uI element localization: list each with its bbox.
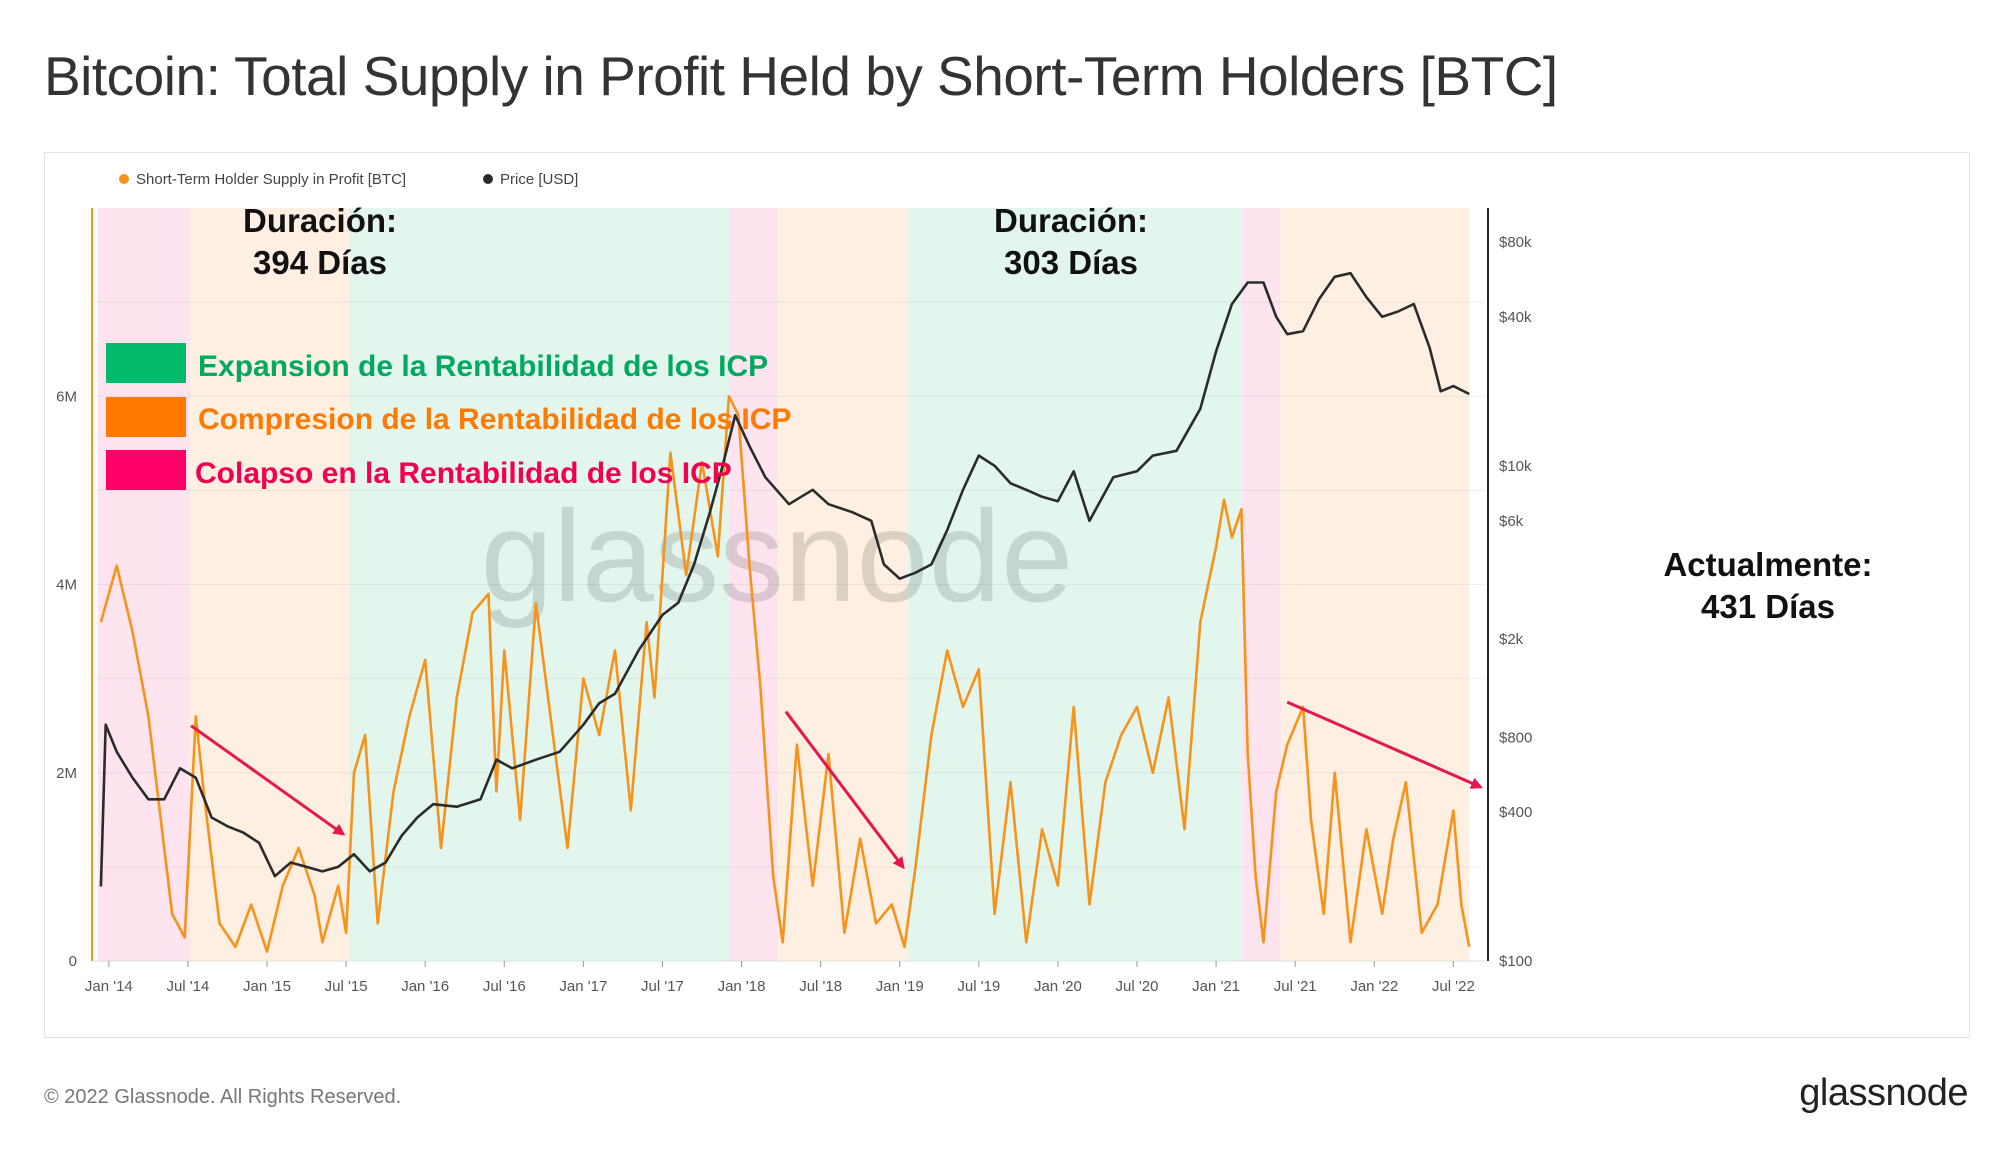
regime-band-compression [777,208,908,961]
x-tick-label: Jul '15 [325,978,368,995]
annotation-3-line2: 431 Días [1701,588,1835,625]
series-line-price [99,271,1470,887]
legend-box-compression [106,397,186,437]
annotation-2-line2: 303 Días [1004,244,1138,281]
brand-logo: glassnode [1799,1072,1968,1114]
y-right-tick-label: $6k [1499,513,1524,530]
regime-band-collapse [1241,208,1281,961]
x-tick-label: Jan '19 [876,978,924,995]
trend-arrow [190,724,346,836]
legend-label-price: Price [USD] [500,171,578,188]
x-tick-label: Jul '19 [957,978,1000,995]
y-right-tick-label: $10k [1499,458,1532,475]
y-right-tick-label: $40k [1499,309,1532,326]
page-title: Bitcoin: Total Supply in Profit Held by … [44,45,1558,107]
regime-band-expansion [907,208,1242,961]
trend-arrow [784,710,905,870]
chart-panel: glassnode Jan '14 Jul '14 Jan '15 Jul '15 Ja… [44,152,1970,1038]
x-tick-label: Jul '16 [483,978,526,995]
legend-marker-price [483,174,493,184]
y-right-tick-label: $400 [1499,804,1532,821]
x-tick-label: Jul '18 [799,978,842,995]
y-left-tick-label: 0 [69,953,77,970]
y-left-tick-label: 4M [56,577,77,594]
watermark: glassnode [481,483,1074,629]
y-right-tick-label: $2k [1499,631,1524,648]
y-left-tick-label: 2M [56,765,77,782]
series-line-supply [99,395,1471,953]
legend-label-supply: Short-Term Holder Supply in Profit [BTC] [136,171,406,188]
x-tick-label: Jan '20 [1034,978,1082,995]
regime-band-expansion [349,208,729,961]
annotation-2-line1: Duración: [994,202,1148,239]
legend-box-expansion [106,343,186,383]
copyright-footer: © 2022 Glassnode. All Rights Reserved. [44,1086,402,1108]
annotation-3-line1: Actualmente: [1663,546,1872,583]
legend-text-expansion: Expansion de la Rentabilidad de los ICP [198,350,768,383]
x-tick-label: Jul '21 [1274,978,1317,995]
x-tick-label: Jan '18 [718,978,766,995]
annotation-1-line2: 394 Días [253,244,387,281]
x-tick-label: Jan '16 [401,978,449,995]
regime-band-collapse [97,208,190,961]
x-tick-label: Jan '17 [559,978,607,995]
legend-text-collapse: Colapso en la Rentabilidad de los ICP [195,457,732,490]
annotation-3: Actualmente: 431 Días [1663,546,1872,625]
y-left-tick-label: 6M [56,388,77,405]
x-tick-label: Jan '21 [1192,978,1240,995]
x-tick-label: Jan '22 [1350,978,1398,995]
x-tick-label: Jan '14 [85,978,133,995]
annotation-2: Duración: 303 Días [994,202,1148,281]
regime-band-compression [189,208,350,961]
y-right-tick-label: $100 [1499,953,1532,970]
legend-text-compression: Compresion de la Rentabilidad de los ICP [198,403,791,436]
chart-legend: Short-Term Holder Supply in Profit [BTC]… [119,171,578,188]
x-tick-label: Jan '15 [243,978,291,995]
x-tick-label: Jul '20 [1116,978,1159,995]
x-tick-label: Jul '17 [641,978,684,995]
legend-box-collapse [106,450,186,490]
trend-arrow [1286,700,1484,789]
x-tick-label: Jul '22 [1432,978,1475,995]
annotation-1-line1: Duración: [243,202,397,239]
regime-legend: Expansion de la Rentabilidad de los ICP … [106,343,791,490]
y-right-tick-label: $80k [1499,234,1532,251]
chart-svg: glassnode Jan '14 Jul '14 Jan '15 Jul '15 Ja… [56,171,1872,995]
annotation-1: Duración: 394 Días [243,202,397,281]
x-tick-label: Jul '14 [166,978,209,995]
y-right-tick-label: $800 [1499,729,1532,746]
legend-marker-supply [119,174,129,184]
